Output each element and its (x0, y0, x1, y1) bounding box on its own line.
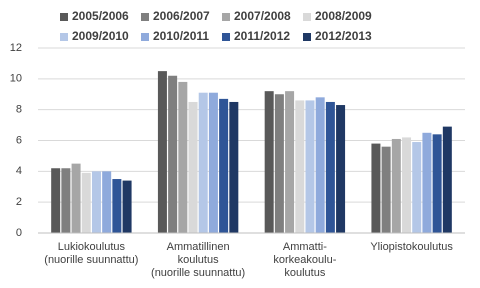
x-tick-label: Ammatti-korkeakoulu-koulutus (273, 241, 336, 279)
bar (305, 100, 315, 234)
y-tick-label: 10 (10, 73, 22, 85)
bar (371, 143, 381, 233)
bar (381, 146, 391, 233)
y-tick-label: 4 (16, 165, 22, 177)
legend-label: 2007/2008 (234, 9, 291, 23)
legend-label: 2005/2006 (72, 9, 129, 23)
y-tick-label: 2 (16, 196, 22, 208)
bar (442, 126, 452, 233)
bar (422, 132, 432, 233)
bar (285, 91, 295, 234)
bar (112, 179, 122, 233)
legend-label: 2012/2013 (315, 29, 372, 43)
legend-label: 2010/2011 (153, 29, 209, 43)
bar (402, 137, 412, 233)
bar (325, 101, 335, 233)
bar (91, 171, 101, 233)
x-tick-label: Lukiokoulutus (nuorille suunnattu) (44, 241, 138, 266)
legend-marker (222, 13, 230, 21)
y-tick-label: 0 (16, 227, 22, 239)
legend-label: 2006/2007 (153, 9, 210, 23)
legend-marker (222, 33, 230, 41)
bar (188, 101, 198, 233)
legend-marker (303, 13, 311, 21)
bar (295, 100, 305, 234)
bar (122, 180, 132, 233)
y-tick-label: 12 (10, 42, 22, 54)
legend-marker (141, 33, 149, 41)
bar (432, 134, 442, 233)
legend-label: 2008/2009 (315, 9, 372, 23)
bar (168, 75, 178, 233)
bar (198, 92, 208, 233)
bar (274, 94, 284, 233)
bar (412, 142, 422, 233)
y-tick-label: 8 (16, 104, 22, 116)
bar (219, 98, 229, 233)
legend-marker (60, 33, 68, 41)
bar (51, 168, 61, 233)
y-tick-label: 6 (16, 134, 22, 146)
bar (61, 168, 71, 233)
bar (315, 97, 325, 233)
x-tick-label: Ammatillinen koulutus (nuorille suunnattu) (151, 241, 245, 279)
legend-marker (60, 13, 68, 21)
bar (264, 91, 274, 234)
legend-marker (141, 13, 149, 21)
bar (157, 71, 167, 233)
bar (81, 172, 91, 233)
legend-label: 2009/2010 (72, 29, 129, 43)
legend-marker (303, 33, 311, 41)
legend-label: 2011/2012 (234, 29, 290, 43)
bar (336, 105, 346, 233)
bar (102, 171, 112, 233)
bar (178, 81, 188, 234)
bar (391, 138, 401, 233)
bar (208, 92, 218, 233)
bar (71, 163, 81, 233)
x-tick-label: Yliopistokoulutus (370, 241, 453, 253)
bar (229, 101, 239, 233)
